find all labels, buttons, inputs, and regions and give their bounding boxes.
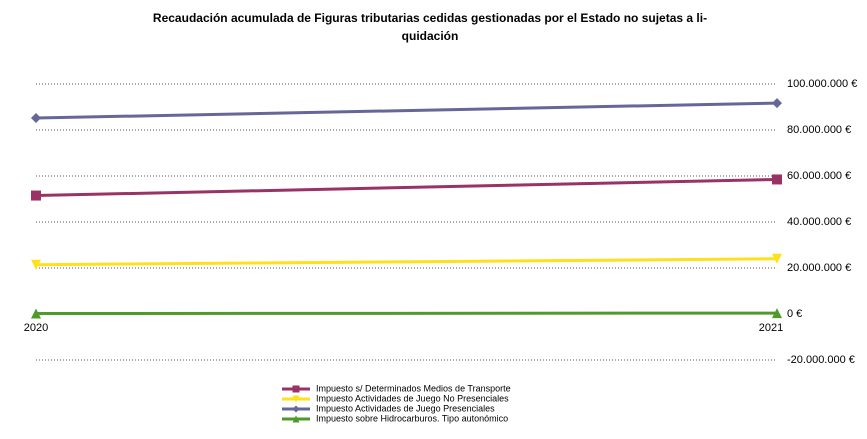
x-tick-label: 2020 (24, 322, 48, 334)
y-tick-label: 40.000.000 € (787, 216, 851, 228)
data-point (772, 253, 782, 264)
data-point (31, 308, 41, 319)
legend-label: Impuesto Actividades de Juego No Presenc… (316, 393, 509, 403)
y-tick-label: 0 € (787, 308, 802, 320)
x-tick-label: 2021 (759, 322, 783, 334)
chart-title-line1: Recaudación acumulada de Figuras tributa… (153, 11, 707, 25)
data-point (31, 259, 41, 270)
legend-marker (292, 395, 300, 403)
legend-label: Impuesto sobre Hidrocarburos. Tipo auton… (316, 413, 508, 423)
legend-label: Impuesto s/ Determinados Medios de Trans… (316, 383, 511, 393)
y-tick-label: 80.000.000 € (787, 124, 851, 136)
series-line (35, 257, 778, 267)
y-tick-label: 60.000.000 € (787, 170, 851, 182)
y-tick-label: -20.000.000 € (787, 354, 855, 366)
legend-marker (292, 405, 300, 413)
data-point (31, 113, 41, 124)
chart-title-line2: quidación (402, 29, 459, 43)
series-line (35, 177, 778, 198)
data-point (772, 174, 782, 185)
y-tick-label: 100.000.000 € (787, 78, 857, 90)
data-point (772, 98, 782, 109)
data-point (31, 190, 41, 201)
series-line (35, 101, 778, 120)
legend-marker (292, 415, 300, 423)
legend-marker (292, 385, 300, 393)
data-point (772, 308, 782, 319)
y-tick-label: 20.000.000 € (787, 262, 851, 274)
legend-label: Impuesto Actividades de Juego Presencial… (316, 403, 495, 413)
